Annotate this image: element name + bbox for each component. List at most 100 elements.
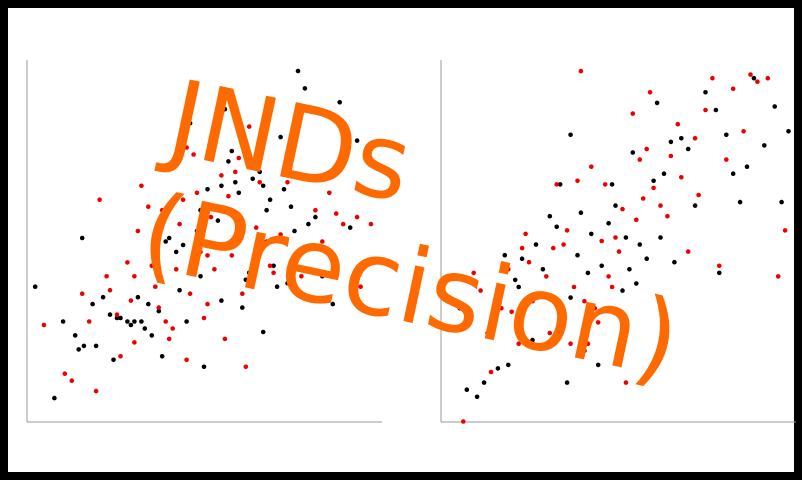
scatter-point-left-series-2 <box>327 190 332 196</box>
scatter-point-right-series-2 <box>775 274 781 279</box>
scatter-point-right-series-1 <box>786 129 791 134</box>
scatter-point-right-series-2 <box>551 245 556 251</box>
scatter-point-left-series-2 <box>128 298 134 303</box>
scatter-point-left-series-2 <box>236 155 242 161</box>
scatter-point-right-series-2 <box>571 284 577 290</box>
scatter-point-left-series-1 <box>240 232 245 237</box>
scatter-point-right-series-1 <box>654 100 660 106</box>
scatter-points-left <box>32 68 374 401</box>
scatter-point-right-series-1 <box>762 143 767 148</box>
scatter-point-left-series-1 <box>253 159 259 164</box>
scatter-point-left-series-1 <box>153 256 158 262</box>
scatter-point-right-series-2 <box>606 274 611 279</box>
scatter-point-right-series-2 <box>602 182 608 187</box>
scatter-point-right-series-2 <box>592 306 598 311</box>
scatter-chart-right <box>440 60 796 424</box>
scatter-point-left-series-1 <box>180 242 186 248</box>
scatter-point-left-series-1 <box>295 68 301 74</box>
scatter-point-right-series-1 <box>582 348 587 354</box>
scatter-point-right-series-1 <box>495 366 501 371</box>
scatter-point-right-series-2 <box>578 68 584 74</box>
scatter-point-right-series-2 <box>696 192 701 198</box>
scatter-point-right-series-2 <box>523 231 528 237</box>
scatter-point-left-series-2 <box>153 284 158 290</box>
scatter-point-right-series-1 <box>630 150 636 155</box>
scatter-point-left-series-1 <box>198 274 203 279</box>
scatter-point-left-series-2 <box>104 274 109 279</box>
scatter-point-left-series-1 <box>320 274 325 279</box>
scatter-point-left-series-1 <box>163 239 168 244</box>
scatter-point-right-series-2 <box>561 242 566 247</box>
scatter-point-left-series-1 <box>166 235 172 241</box>
scatter-point-left-series-1 <box>118 315 123 321</box>
scatter-point-left-series-2 <box>201 315 207 321</box>
scatter-point-left-series-2 <box>212 267 217 272</box>
scatter-point-left-series-2 <box>358 284 363 290</box>
scatter-point-left-series-2 <box>340 221 346 227</box>
scatter-point-right-series-1 <box>744 164 750 169</box>
scatter-point-right-series-1 <box>589 231 594 237</box>
scatter-point-left-series-2 <box>240 291 245 297</box>
scatter-point-right-series-1 <box>724 132 729 138</box>
scatter-point-left-series-1 <box>330 301 336 307</box>
scatter-point-left-series-1 <box>215 218 221 223</box>
scatter-point-left-series-1 <box>111 357 116 363</box>
scatter-point-left-series-1 <box>212 127 217 133</box>
scatter-point-right-series-2 <box>730 86 736 92</box>
scatter-point-left-series-2 <box>208 214 214 220</box>
scatter-point-right-series-1 <box>568 295 573 300</box>
scatter-point-left-series-2 <box>170 326 175 331</box>
scatter-point-right-series-1 <box>737 199 743 205</box>
scatter-point-right-series-2 <box>623 380 629 385</box>
scatter-point-left-series-1 <box>107 312 113 317</box>
scatter-point-left-series-2 <box>306 176 311 182</box>
scatter-point-right-series-1 <box>668 139 674 145</box>
scatter-point-right-series-2 <box>564 228 570 233</box>
scatter-point-left-series-1 <box>260 183 266 189</box>
scatter-point-left-series-1 <box>146 301 151 307</box>
scatter-point-left-series-1 <box>243 277 249 283</box>
scatter-point-right-series-2 <box>544 274 549 279</box>
scatter-point-left-series-2 <box>198 249 203 255</box>
scatter-point-right-series-1 <box>623 235 629 240</box>
scatter-point-left-series-1 <box>274 284 280 290</box>
scatter-point-left-series-2 <box>292 260 297 265</box>
scatter-point-right-series-1 <box>627 267 632 272</box>
scatter-point-right-series-1 <box>599 263 604 269</box>
scatter-point-left-series-1 <box>159 354 165 359</box>
scatter-point-right-series-1 <box>519 256 525 262</box>
scatter-point-left-series-2 <box>184 357 189 363</box>
scatter-point-left-series-2 <box>271 270 276 276</box>
scatter-point-right-series-2 <box>665 213 670 219</box>
scatter-point-left-series-2 <box>313 207 318 213</box>
scatter-point-left-series-2 <box>253 225 259 230</box>
scatter-point-right-series-1 <box>613 203 618 208</box>
scatter-point-left-series-1 <box>260 329 266 335</box>
scatter-point-right-series-2 <box>554 182 559 187</box>
scatter-point-left-series-1 <box>233 211 238 216</box>
scatter-point-left-series-1 <box>194 228 200 234</box>
scatter-point-right-series-2 <box>637 157 643 162</box>
scatter-point-left-series-2 <box>368 221 374 227</box>
scatter-point-right-series-1 <box>547 213 553 219</box>
scatter-point-left-series-1 <box>257 169 263 175</box>
scatter-point-right-series-2 <box>557 302 563 308</box>
scatter-point-right-series-1 <box>540 267 546 272</box>
scatter-point-left-series-2 <box>163 319 168 324</box>
scatter-point-left-series-2 <box>194 190 200 196</box>
scatter-point-right-series-2 <box>582 298 587 304</box>
scatter-point-right-series-1 <box>568 132 573 138</box>
scatter-point-left-series-1 <box>125 319 130 324</box>
scatter-point-left-series-2 <box>205 301 210 307</box>
scatter-point-right-series-1 <box>606 221 611 226</box>
scatter-point-left-series-2 <box>177 221 182 227</box>
scatter-point-left-series-1 <box>219 298 224 303</box>
scatter-point-left-series-1 <box>90 301 95 307</box>
scatter-point-right-series-2 <box>589 164 594 169</box>
scatter-point-right-series-2 <box>519 245 525 251</box>
scatter-point-left-series-1 <box>184 319 189 324</box>
scatter-point-left-series-1 <box>229 148 235 154</box>
scatter-point-left-series-2 <box>97 197 102 202</box>
scatter-point-right-series-2 <box>485 330 490 336</box>
